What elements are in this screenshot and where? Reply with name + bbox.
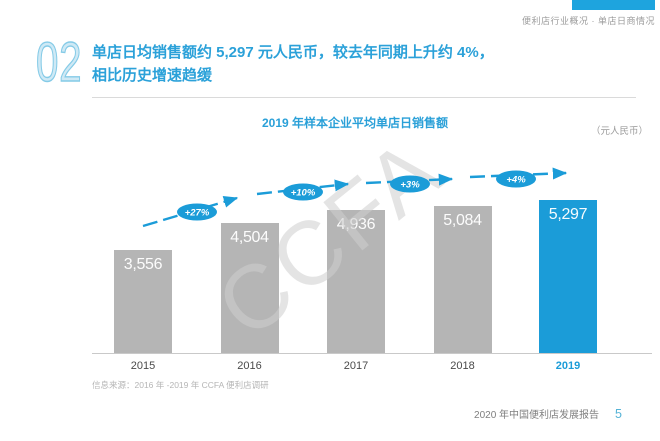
bar-value-label: 4,936	[336, 216, 376, 234]
bar-2016: 4,504	[220, 222, 279, 353]
footer-title: 2020 年中国便利店发展报告	[474, 410, 600, 421]
chart-title: 2019 年样本企业平均单店日销售额	[261, 116, 449, 130]
year-label-2018: 2018	[450, 360, 475, 372]
source-note: 信息来源：2016 年 -2019 年 CCFA 便利店调研	[92, 380, 269, 390]
heading-line-1: 单店日均销售额约 5,297 元人民币，较去年同期上升约 4%，	[92, 44, 494, 61]
unit-label: （元人民币）	[590, 126, 648, 137]
year-label-2017: 2017	[343, 360, 369, 372]
year-label-2015: 2015	[130, 360, 156, 372]
bar-value-label: 3,556	[123, 256, 163, 274]
x-axis-line	[92, 353, 652, 354]
section-number: 02	[35, 30, 83, 93]
bar-value-label: 5,297	[548, 206, 588, 223]
bar-2018: 5,084	[433, 206, 492, 353]
bar-2017: 4,936	[327, 210, 385, 353]
slide-heading: 单店日均销售额约 5,297 元人民币，较去年同期上升约 4%， 相比历史增速趋…	[92, 41, 632, 87]
top-accent-bar	[572, 0, 655, 10]
page-number: 5	[615, 407, 622, 421]
section-divider	[92, 97, 636, 98]
bar-value-label: 4,504	[230, 228, 269, 246]
year-label-2019: 2019	[555, 360, 581, 372]
bar-value-label: 5,084	[443, 212, 482, 230]
footer: 2020 年中国便利店发展报告 5	[474, 406, 622, 421]
bar-2015: 3,556	[114, 250, 172, 353]
heading-line-2: 相比历史增速趋缓	[92, 67, 213, 84]
breadcrumb: 便利店行业概况 · 单店日商情况	[522, 16, 655, 26]
bar-2019: 5,297	[539, 200, 597, 353]
year-label-2016: 2016	[237, 360, 262, 372]
